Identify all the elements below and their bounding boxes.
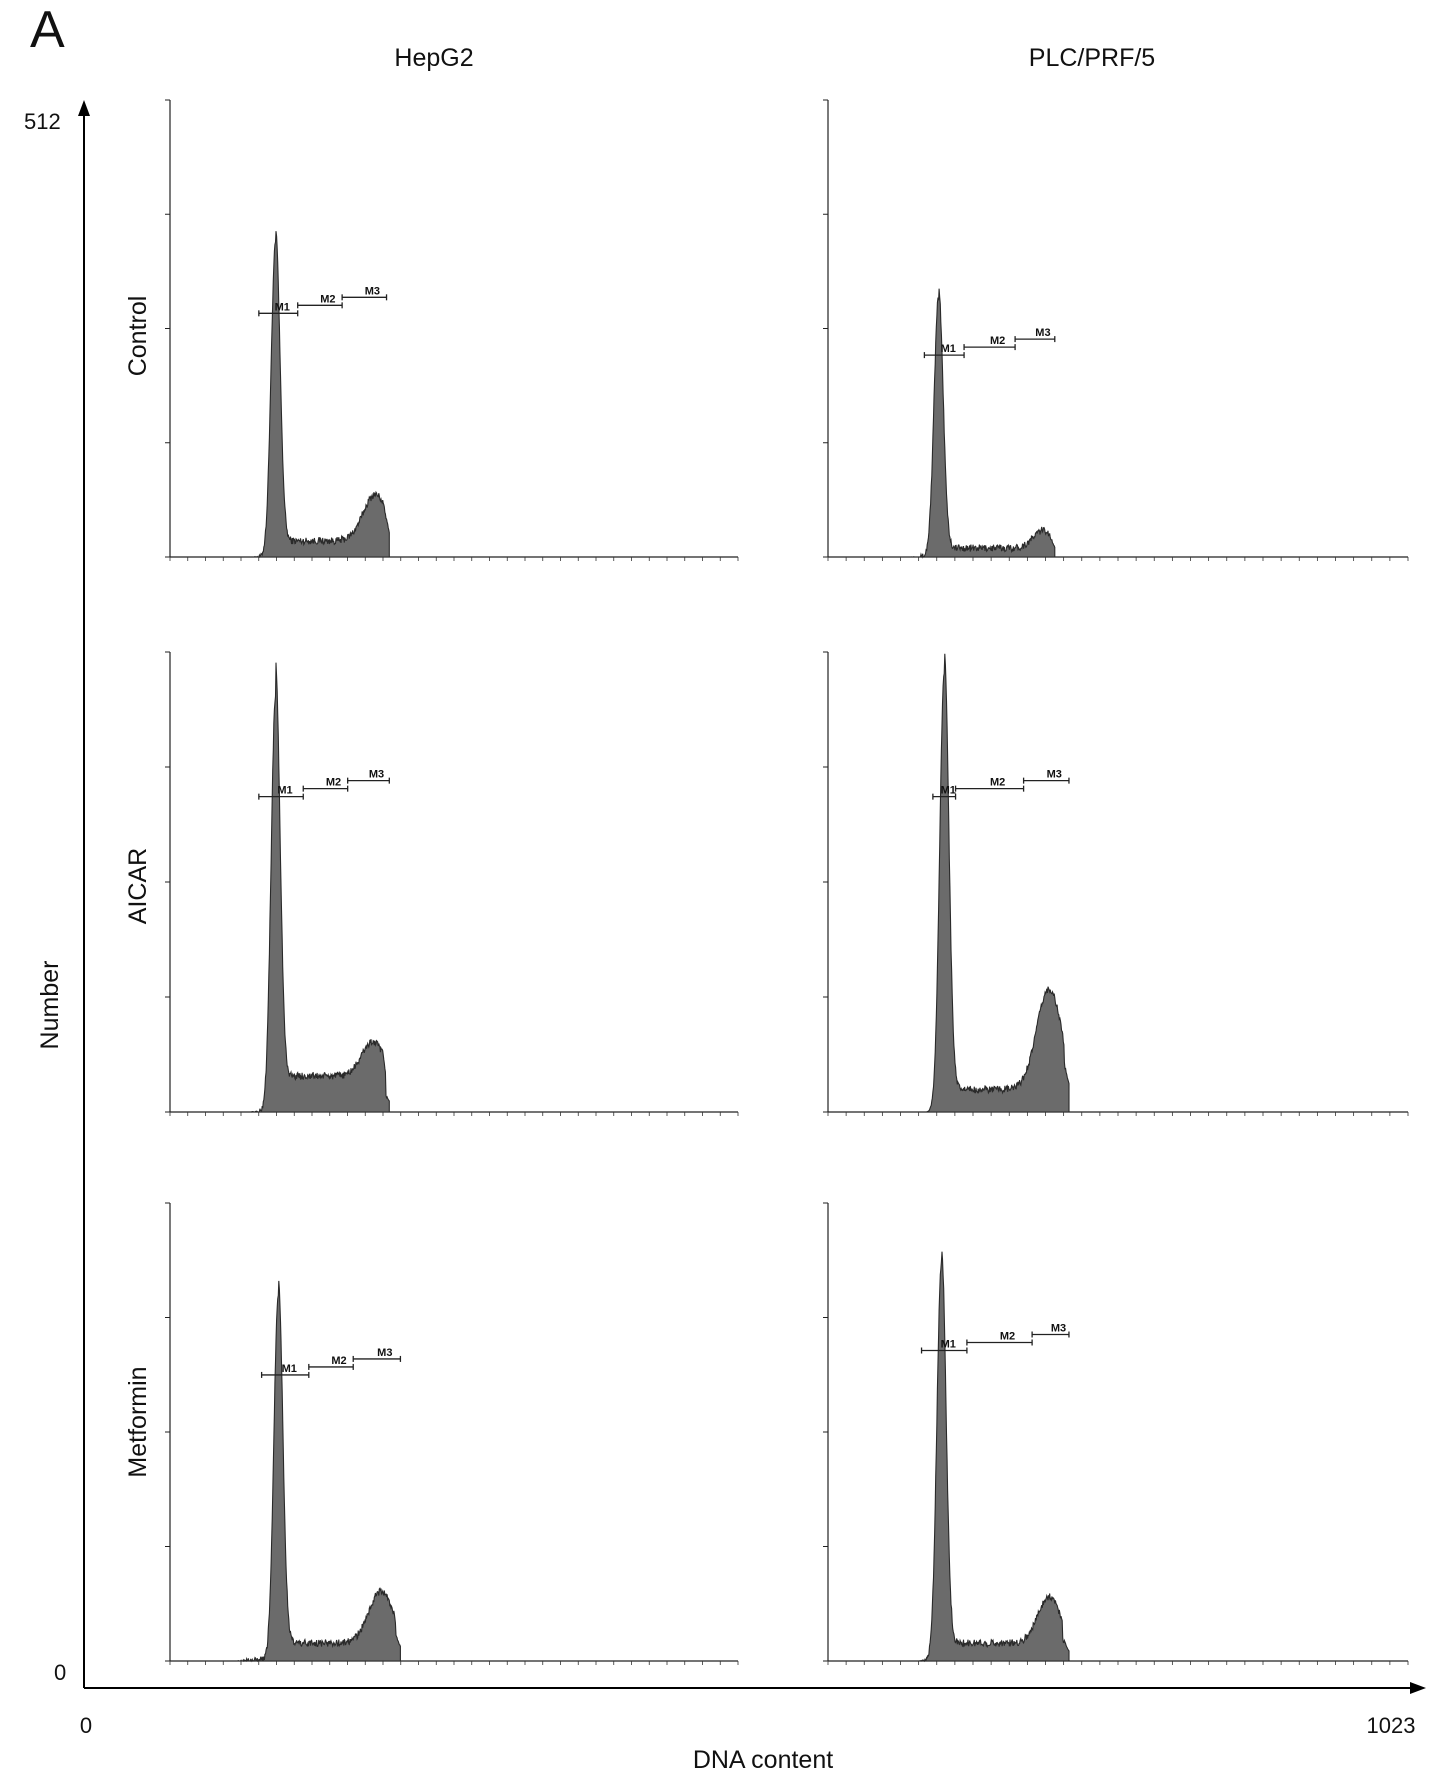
gate-marker-label: M3 <box>1051 1323 1066 1335</box>
gate-marker-m2: M2 <box>302 777 349 792</box>
gate-marker-label: M2 <box>990 335 1005 347</box>
gate-marker-label: M1 <box>275 301 290 313</box>
histogram-panel: M1 M2 M3 <box>823 651 1409 1116</box>
histogram-panel: M1 M2 M3 <box>823 99 1409 561</box>
histogram-panel: M1 M2 M3 <box>165 99 739 561</box>
histogram-panel: M1 M2 M3 <box>823 1202 1409 1665</box>
histogram-area <box>253 231 390 559</box>
y-tick-max: 512 <box>24 109 61 134</box>
gate-marker-label: M3 <box>369 769 384 781</box>
gate-marker-m3: M3 <box>1022 769 1070 784</box>
gate-marker-m2: M2 <box>966 1331 1033 1346</box>
gate-marker-m1: M1 <box>923 343 965 359</box>
gate-marker-label: M2 <box>1000 1331 1015 1343</box>
histogram-area <box>910 288 1056 559</box>
gate-marker-label: M2 <box>320 293 335 305</box>
x-axis-label: DNA content <box>692 1746 834 1774</box>
gate-marker-m3: M3 <box>1031 1323 1070 1338</box>
gate-marker-m3: M3 <box>352 1347 402 1362</box>
gate-marker-label: M1 <box>941 785 956 797</box>
gate-marker-label: M2 <box>326 777 341 789</box>
gate-marker-label: M3 <box>1035 327 1050 339</box>
gate-marker-label: M3 <box>1047 769 1062 781</box>
gate-marker-m2: M2 <box>297 293 343 309</box>
histogram-area <box>926 653 1070 1113</box>
gate-marker-m3: M3 <box>341 285 388 301</box>
x-axis-arrowhead <box>1410 1682 1426 1694</box>
gate-marker-label: M3 <box>377 1347 392 1359</box>
panel-letter: A <box>30 1 65 59</box>
histogram-area <box>250 662 390 1113</box>
gate-marker-label: M1 <box>941 1339 956 1351</box>
gate-marker-label: M1 <box>282 1363 297 1375</box>
gate-marker-m2: M2 <box>308 1355 354 1370</box>
x-tick-max: 1023 <box>1366 1713 1416 1738</box>
gate-marker-label: M2 <box>331 1355 346 1367</box>
gate-marker-m1: M1 <box>920 1339 968 1354</box>
gate-marker-m3: M3 <box>1014 327 1056 343</box>
y-axis-arrowhead <box>78 100 90 116</box>
x-tick-min: 0 <box>79 1713 93 1738</box>
histogram-panel: M1 M2 M3 <box>165 1202 739 1665</box>
gate-marker-label: M1 <box>277 785 292 797</box>
y-tick-min: 0 <box>54 1660 67 1685</box>
gate-marker-label: M3 <box>365 285 380 297</box>
global-axes <box>78 100 1426 1694</box>
column-title-hepg2: HepG2 <box>394 44 474 72</box>
histogram-area <box>918 1251 1070 1663</box>
gate-marker-m1: M1 <box>258 301 299 317</box>
gate-marker-label: M1 <box>941 343 956 355</box>
histogram-area <box>236 1280 401 1663</box>
gate-marker-m2: M2 <box>954 777 1025 792</box>
gate-marker-m1: M1 <box>260 1363 310 1378</box>
histogram-panel: M1 M2 M3 <box>165 651 739 1116</box>
column-title-plc: PLC/PRF/5 <box>1028 44 1156 72</box>
gate-marker-label: M2 <box>990 777 1005 789</box>
gate-marker-m3: M3 <box>347 769 390 784</box>
gate-marker-m1: M1 <box>258 785 304 800</box>
gate-marker-m2: M2 <box>963 335 1016 351</box>
gate-marker-m1: M1 <box>932 785 957 800</box>
